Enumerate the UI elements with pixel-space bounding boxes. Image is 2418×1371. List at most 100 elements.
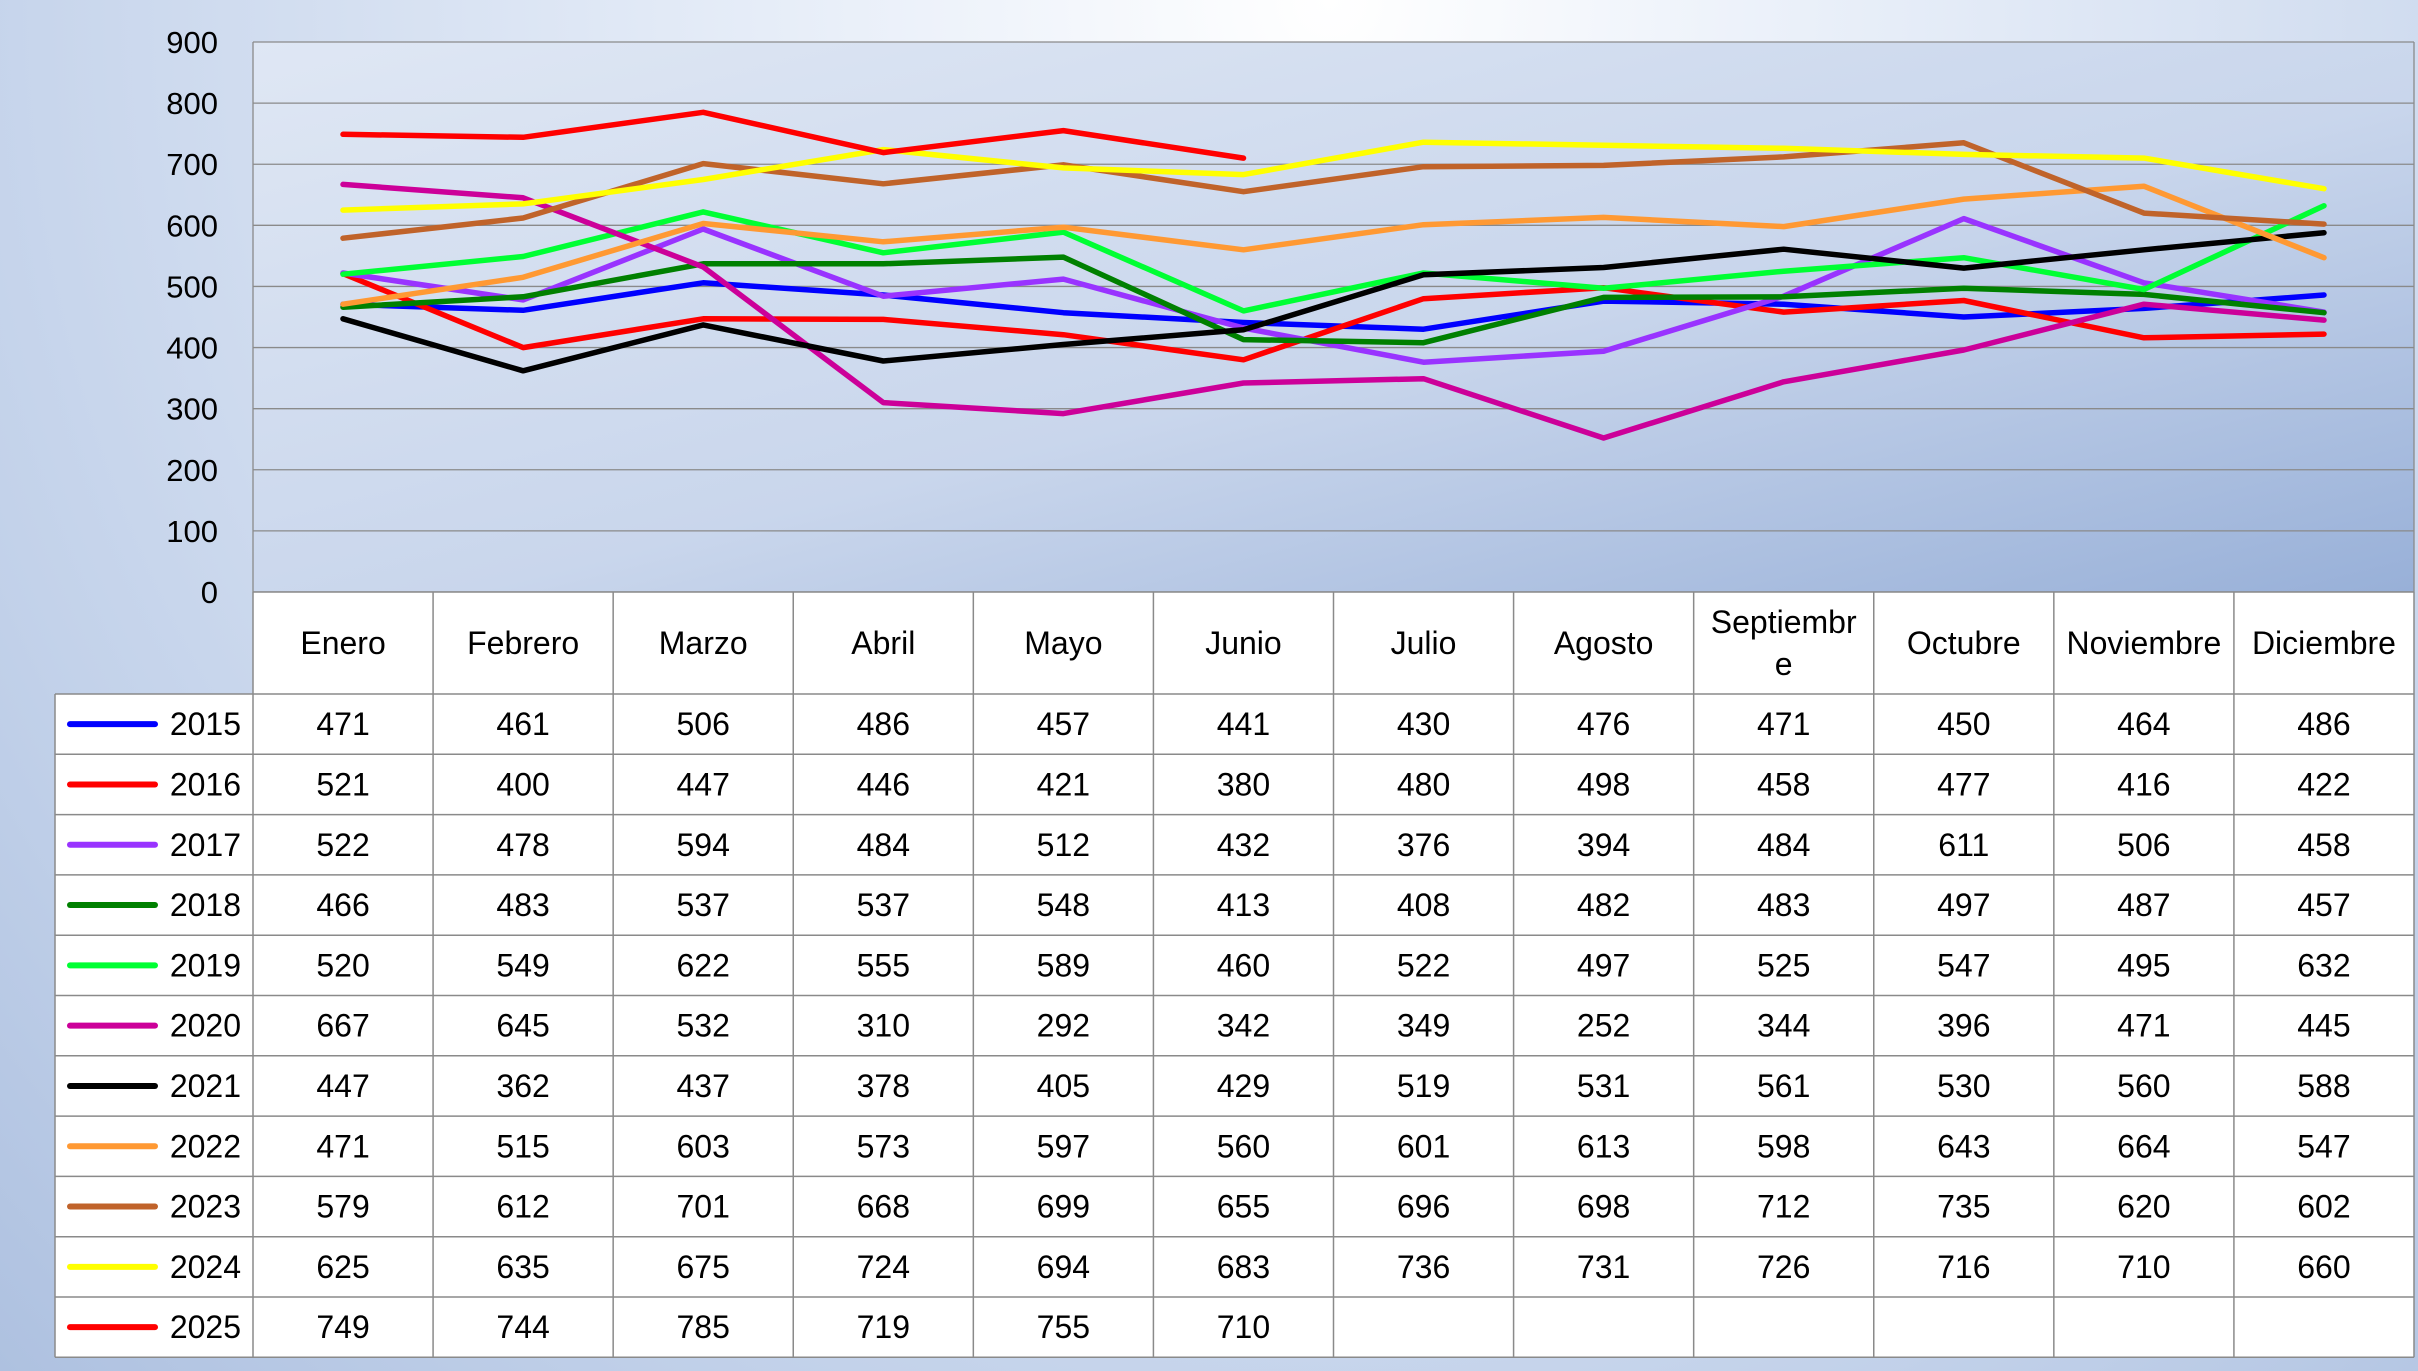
table-cell-value: 560 [1217, 1128, 1270, 1164]
table-cell-value: 635 [496, 1249, 549, 1285]
table-cell-value: 471 [2117, 1008, 2170, 1044]
table-cell-value: 683 [1217, 1249, 1270, 1285]
table-cell-value: 396 [1937, 1008, 1990, 1044]
table-cell-value: 408 [1397, 887, 1450, 923]
table-cell-value: 422 [2297, 766, 2350, 802]
table-cell-value: 495 [2117, 947, 2170, 983]
table-cell-value: 668 [857, 1189, 910, 1225]
category-label: Octubre [1907, 625, 2021, 661]
series-line-2015 [340, 280, 2327, 332]
table-cell-value: 378 [857, 1068, 910, 1104]
table-cell-value: 612 [496, 1189, 549, 1225]
category-label: Junio [1205, 625, 1282, 661]
table-cell-value: 547 [1937, 947, 1990, 983]
table-cell-value: 699 [1037, 1189, 1090, 1225]
data-table: Enero Febrero Marzo Abril Mayo Junio Julio Agos… [54, 591, 2415, 1359]
table-cell-value: 660 [2297, 1249, 2350, 1285]
table-cell-value: 755 [1037, 1309, 1090, 1345]
table-cell-value: 457 [1037, 706, 1090, 742]
table-cell-value: 532 [677, 1008, 730, 1044]
table-cell-value: 602 [2297, 1189, 2350, 1225]
table-cell-value: 480 [1397, 766, 1450, 802]
series-name-2016: 2016 [170, 766, 241, 802]
series-line-2017 [340, 215, 2327, 365]
table-cell-value: 522 [1397, 947, 1450, 983]
table-cell-value: 461 [496, 706, 549, 742]
table-cell-value: 506 [677, 706, 730, 742]
table-cell-value: 484 [1757, 827, 1810, 863]
table-cell-value: 620 [2117, 1189, 2170, 1225]
y-tick-label: 900 [166, 25, 218, 60]
table-cell-value: 447 [316, 1068, 369, 1104]
table-cell-value: 598 [1757, 1128, 1810, 1164]
series-name-2021: 2021 [170, 1068, 241, 1104]
category-label: Noviembre [2067, 625, 2222, 661]
table-cell-value: 643 [1937, 1128, 1990, 1164]
table-cell-value: 421 [1037, 766, 1090, 802]
table-cell-value: 498 [1577, 766, 1630, 802]
table-cell-value: 785 [677, 1309, 730, 1345]
table-cell-value: 342 [1217, 1008, 1270, 1044]
table-cell-value: 701 [677, 1189, 730, 1225]
series-name-2019: 2019 [170, 947, 241, 983]
table-cell-value: 486 [857, 706, 910, 742]
table-cell-value: 549 [496, 947, 549, 983]
table-cell-value: 597 [1037, 1128, 1090, 1164]
table-cell-value: 537 [677, 887, 730, 923]
table-cell-value: 252 [1577, 1008, 1630, 1044]
series-name-2017: 2017 [170, 827, 241, 863]
gridlines [252, 41, 2415, 593]
category-label: Febrero [467, 625, 579, 661]
table-cell-value: 437 [677, 1068, 730, 1104]
table-cell-value: 413 [1217, 887, 1270, 923]
table-cell-value: 537 [857, 887, 910, 923]
table-cell-value: 497 [1577, 947, 1630, 983]
table-cell-value: 530 [1937, 1068, 1990, 1104]
series-name-2020: 2020 [170, 1008, 241, 1044]
series-line-2025 [340, 109, 1247, 161]
table-cell-value: 376 [1397, 827, 1450, 863]
table-cell-value: 471 [1757, 706, 1810, 742]
table-cell-value: 478 [496, 827, 549, 863]
y-tick-label: 200 [166, 453, 218, 488]
series-line-2020 [340, 181, 2327, 441]
table-cell-value: 601 [1397, 1128, 1450, 1164]
table-cell-value: 471 [316, 1128, 369, 1164]
table-cell-value: 611 [1938, 827, 1989, 863]
table-cell-value: 457 [2297, 887, 2350, 923]
table-cell-value: 625 [316, 1249, 369, 1285]
table-cell-value: 622 [677, 947, 730, 983]
table-cell-value: 405 [1037, 1068, 1090, 1104]
category-label: Enero [300, 625, 385, 661]
table-cell-value: 471 [316, 706, 369, 742]
table-cell-value: 712 [1757, 1189, 1810, 1225]
table-cell-value: 696 [1397, 1189, 1450, 1225]
table-cell-value: 603 [677, 1128, 730, 1164]
table-cell-value: 458 [1757, 766, 1810, 802]
table-cell-value: 450 [1937, 706, 1990, 742]
table-cell-value: 561 [1757, 1068, 1810, 1104]
table-cell-value: 664 [2117, 1128, 2170, 1164]
table-cell-value: 458 [2297, 827, 2350, 863]
table-cell-value: 675 [677, 1249, 730, 1285]
category-label: Septiembr e [1711, 604, 1857, 682]
table-cell-value: 710 [2117, 1249, 2170, 1285]
table-cell-value: 735 [1937, 1189, 1990, 1225]
table-cell-value: 429 [1217, 1068, 1270, 1104]
table-cell-value: 589 [1037, 947, 1090, 983]
table-cell-value: 487 [2117, 887, 2170, 923]
table-cell-value: 344 [1757, 1008, 1810, 1044]
table-cell-value: 555 [857, 947, 910, 983]
table-cell-value: 667 [316, 1008, 369, 1044]
table-cell-value: 710 [1217, 1309, 1270, 1345]
table-cell-value: 749 [316, 1309, 369, 1345]
y-tick-label: 0 [201, 575, 218, 610]
table-cell-value: 632 [2297, 947, 2350, 983]
table-cell-value: 560 [2117, 1068, 2170, 1104]
series-name-2015: 2015 [170, 706, 241, 742]
table-cell-value: 645 [496, 1008, 549, 1044]
table-cell-value: 400 [496, 766, 549, 802]
y-tick-label: 600 [166, 208, 218, 243]
series-name-2024: 2024 [170, 1249, 241, 1285]
